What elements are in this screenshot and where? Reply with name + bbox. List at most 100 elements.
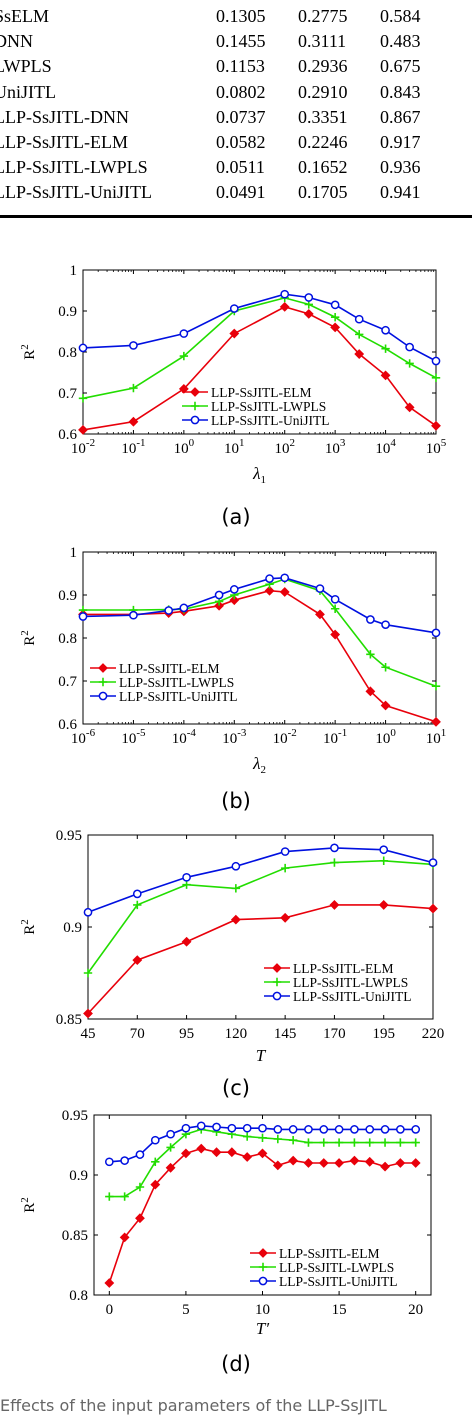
plus-marker [98, 677, 108, 687]
diamond-marker [257, 1148, 268, 1159]
x-tick-label: 10-4 [172, 727, 197, 747]
plus-marker [288, 1136, 298, 1145]
series-llp-ssjitl-elm [83, 900, 438, 1019]
plus-marker [304, 1138, 313, 1147]
legend-label: LLP-SsJITL-LWPLS [211, 399, 326, 414]
legend-label: LLP-SsJITL-ELM [293, 961, 394, 976]
x-tick-label: 70 [130, 1026, 145, 1042]
y-tick-label: 0.8 [58, 345, 77, 361]
y-tick-label: 0.85 [56, 1012, 82, 1028]
diamond-marker [264, 585, 275, 596]
circle-marker [380, 1125, 390, 1134]
method-cell: LWPLS [0, 56, 52, 77]
value-cell: 0.3111 [298, 31, 347, 52]
method-cell: LLP-SsJITL-LWPLS [0, 157, 148, 178]
plus-marker [129, 383, 138, 393]
x-tick-label: 220 [422, 1026, 445, 1042]
value-cell: 0.0511 [216, 157, 265, 178]
circle-marker [431, 628, 441, 638]
y-tick-label: 0.85 [62, 1228, 88, 1244]
plus-marker [431, 681, 441, 691]
diamond-marker [119, 1232, 130, 1243]
plus-marker [179, 351, 189, 361]
x-tick-label: 102 [274, 437, 295, 457]
circle-marker [330, 594, 340, 604]
y-tick-label: 0.7 [58, 386, 77, 402]
circle-marker [366, 615, 375, 624]
diamond-marker [318, 1158, 329, 1168]
diamond-marker [181, 1148, 191, 1159]
circle-marker [405, 342, 414, 352]
circle-marker [365, 1125, 375, 1134]
circle-marker [258, 1123, 267, 1133]
plus-marker [190, 401, 200, 411]
plus-marker [380, 1138, 390, 1147]
legend: LLP-SsJITL-ELMLLP-SsJITL-LWPLSLLP-SsJITL… [264, 961, 412, 1004]
diamond-marker [315, 609, 325, 620]
plus-marker [105, 1192, 114, 1201]
diamond-marker [165, 1162, 176, 1173]
x-tick-label: 103 [325, 437, 346, 457]
x-tick-label: 20 [408, 1302, 423, 1318]
diamond-marker [380, 370, 391, 381]
chart-d: 0 5 10 15 20 0.8 0.85 0.9 0.95 T′ R2 LLP-SsJITL-ELM… [19, 1108, 432, 1338]
value-cell: 0.1305 [216, 6, 266, 27]
x-tick-label: 45 [81, 1026, 96, 1042]
value-cell: 0.936 [380, 157, 421, 178]
value-cell: 0.0582 [216, 132, 266, 153]
circle-marker [104, 1157, 114, 1167]
plus-marker [431, 373, 441, 383]
x-tick-label: 10-2 [273, 727, 297, 747]
method-cell: LLP-SsJITL-UniJITL [0, 182, 152, 203]
legend: LLP-SsJITL-ELMLLP-SsJITL-LWPLSLLP-SsJITL… [182, 385, 330, 428]
circle-marker [315, 584, 325, 593]
legend-label: LLP-SsJITL-ELM [279, 1246, 380, 1261]
x-tick-label: 170 [323, 1026, 346, 1042]
series-llp-ssjitl-unijitl [78, 289, 441, 366]
circle-marker [227, 1123, 237, 1133]
diamond-marker [78, 424, 88, 435]
value-cell: 0.675 [380, 56, 421, 77]
caption-d: (d) [221, 1352, 251, 1376]
circle-marker [179, 603, 189, 613]
x-tick-label: 145 [274, 1026, 297, 1042]
diamond-marker [354, 349, 365, 359]
caption-c: (c) [222, 1076, 250, 1100]
value-cell: 0.1455 [216, 31, 266, 52]
series-line [87, 847, 434, 914]
diamond-marker [431, 716, 441, 727]
x-axis-label: T [256, 1046, 267, 1065]
legend-label: LLP-SsJITL-UniJITL [293, 989, 412, 1004]
plus-marker [396, 1138, 405, 1147]
x-axis-label: T′ [256, 1319, 269, 1338]
chart-b: 10-6 10-5 10-4 10-3 10-2 10-1 100 101 0.6 0.7 0.8 0… [19, 545, 446, 776]
plus-marker [366, 650, 375, 659]
x-tick-label: 10-2 [71, 437, 95, 457]
circle-marker [231, 861, 241, 871]
value-cell: 0.0802 [216, 81, 266, 102]
y-tick-label: 0.95 [56, 828, 82, 844]
circle-marker [330, 843, 339, 853]
circle-marker [431, 356, 441, 366]
diamond-marker [229, 595, 240, 606]
value-cell: 0.2246 [298, 132, 348, 153]
circle-marker [334, 1125, 344, 1134]
diamond-marker [150, 1179, 161, 1190]
value-cell: 0.917 [380, 132, 421, 153]
circle-marker [135, 1150, 145, 1159]
plus-marker [135, 1182, 145, 1192]
plus-marker [365, 1138, 374, 1147]
plus-marker [258, 1133, 267, 1142]
diamond-marker [135, 1213, 145, 1224]
legend: LLP-SsJITL-ELMLLP-SsJITL-LWPLSLLP-SsJITL… [250, 1246, 398, 1289]
circle-marker [166, 1129, 175, 1139]
diamond-marker [280, 912, 291, 923]
diamond-marker [365, 686, 376, 697]
chart-a: 10-2 10-1 100 101 102 103 104 105 0.6 0.7 0.8 0.9 1 λ… [19, 263, 447, 486]
diamond-marker [404, 402, 415, 413]
circle-marker [181, 1123, 191, 1133]
diamond-marker [128, 416, 139, 427]
value-cell: 0.843 [380, 81, 421, 102]
circle-marker [78, 343, 88, 353]
plus-marker [405, 359, 414, 368]
